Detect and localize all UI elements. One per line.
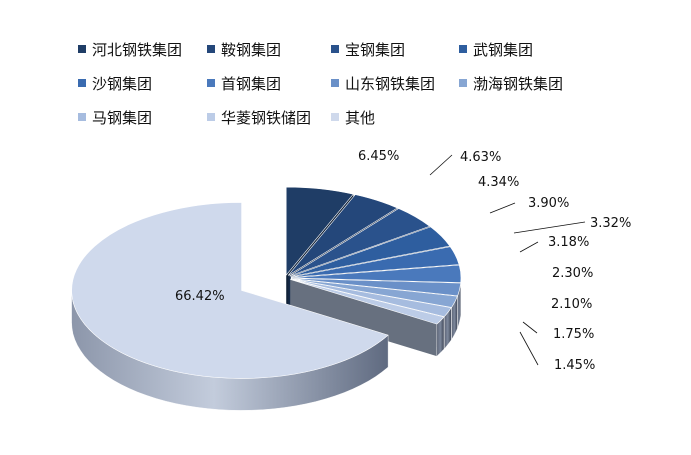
pie-slice — [290, 278, 458, 308]
legend-label: 其他 — [345, 108, 376, 127]
data-label: 4.34% — [478, 175, 519, 190]
pie-slice — [285, 186, 354, 276]
legend-swatch — [207, 113, 215, 121]
data-label: 3.18% — [548, 235, 589, 250]
legend-swatch — [207, 45, 215, 53]
legend-item: 渤海钢铁集团 — [459, 72, 563, 94]
legend-label: 渤海钢铁集团 — [473, 74, 564, 93]
legend-swatch — [78, 79, 86, 87]
pie-slice — [287, 194, 398, 276]
legend-item: 首钢集团 — [207, 72, 281, 94]
pie-slice-wall — [290, 279, 437, 357]
legend-label: 首钢集团 — [221, 74, 282, 93]
pie-slice — [289, 208, 431, 277]
data-label: 6.45% — [358, 149, 399, 164]
data-label: 1.75% — [553, 327, 594, 342]
legend-item: 山东钢铁集团 — [331, 72, 435, 94]
legend-label: 河北钢铁集团 — [92, 40, 183, 59]
leader-line — [513, 221, 586, 234]
legend-swatch — [331, 45, 339, 53]
pie-slice — [290, 279, 445, 325]
legend-item: 沙钢集团 — [78, 72, 152, 94]
legend-item: 马钢集团 — [78, 106, 152, 128]
legend-label: 华菱钢铁储团 — [221, 108, 312, 127]
legend-item: 其他 — [331, 106, 375, 128]
legend-item: 武钢集团 — [459, 38, 533, 60]
legend-item: 宝钢集团 — [331, 38, 405, 60]
data-label: 1.45% — [554, 358, 595, 373]
pie-slice — [71, 202, 389, 379]
pie-slice — [290, 278, 452, 318]
legend-label: 鞍钢集团 — [221, 40, 282, 59]
legend-label: 宝钢集团 — [345, 40, 406, 59]
leader-line — [522, 321, 538, 334]
leader-line — [519, 241, 539, 253]
legend-swatch — [78, 113, 86, 121]
leader-line — [489, 202, 516, 214]
legend-swatch — [207, 79, 215, 87]
legend-swatch — [459, 79, 467, 87]
pie-slice — [290, 226, 451, 277]
data-label: 4.63% — [460, 150, 501, 165]
data-label: 2.30% — [552, 266, 593, 281]
data-label: 3.32% — [590, 216, 631, 231]
legend-label: 马钢集团 — [92, 108, 153, 127]
pie-slice — [290, 246, 460, 278]
legend-label: 沙钢集团 — [92, 74, 153, 93]
leader-line — [519, 331, 539, 366]
data-label: 2.10% — [551, 297, 592, 312]
legend-item: 鞍钢集团 — [207, 38, 281, 60]
legend-label: 武钢集团 — [473, 40, 534, 59]
data-label: 3.90% — [528, 196, 569, 211]
legend-swatch — [331, 79, 339, 87]
pie-slice — [290, 264, 462, 283]
legend-swatch — [331, 113, 339, 121]
legend-item: 华菱钢铁储团 — [207, 106, 311, 128]
legend-label: 山东钢铁集团 — [345, 74, 436, 93]
leader-line — [429, 154, 453, 176]
data-label: 66.42% — [175, 289, 225, 304]
legend-swatch — [459, 45, 467, 53]
legend-swatch — [78, 45, 86, 53]
pie-slice — [290, 278, 462, 297]
legend-item: 河北钢铁集团 — [78, 38, 182, 60]
